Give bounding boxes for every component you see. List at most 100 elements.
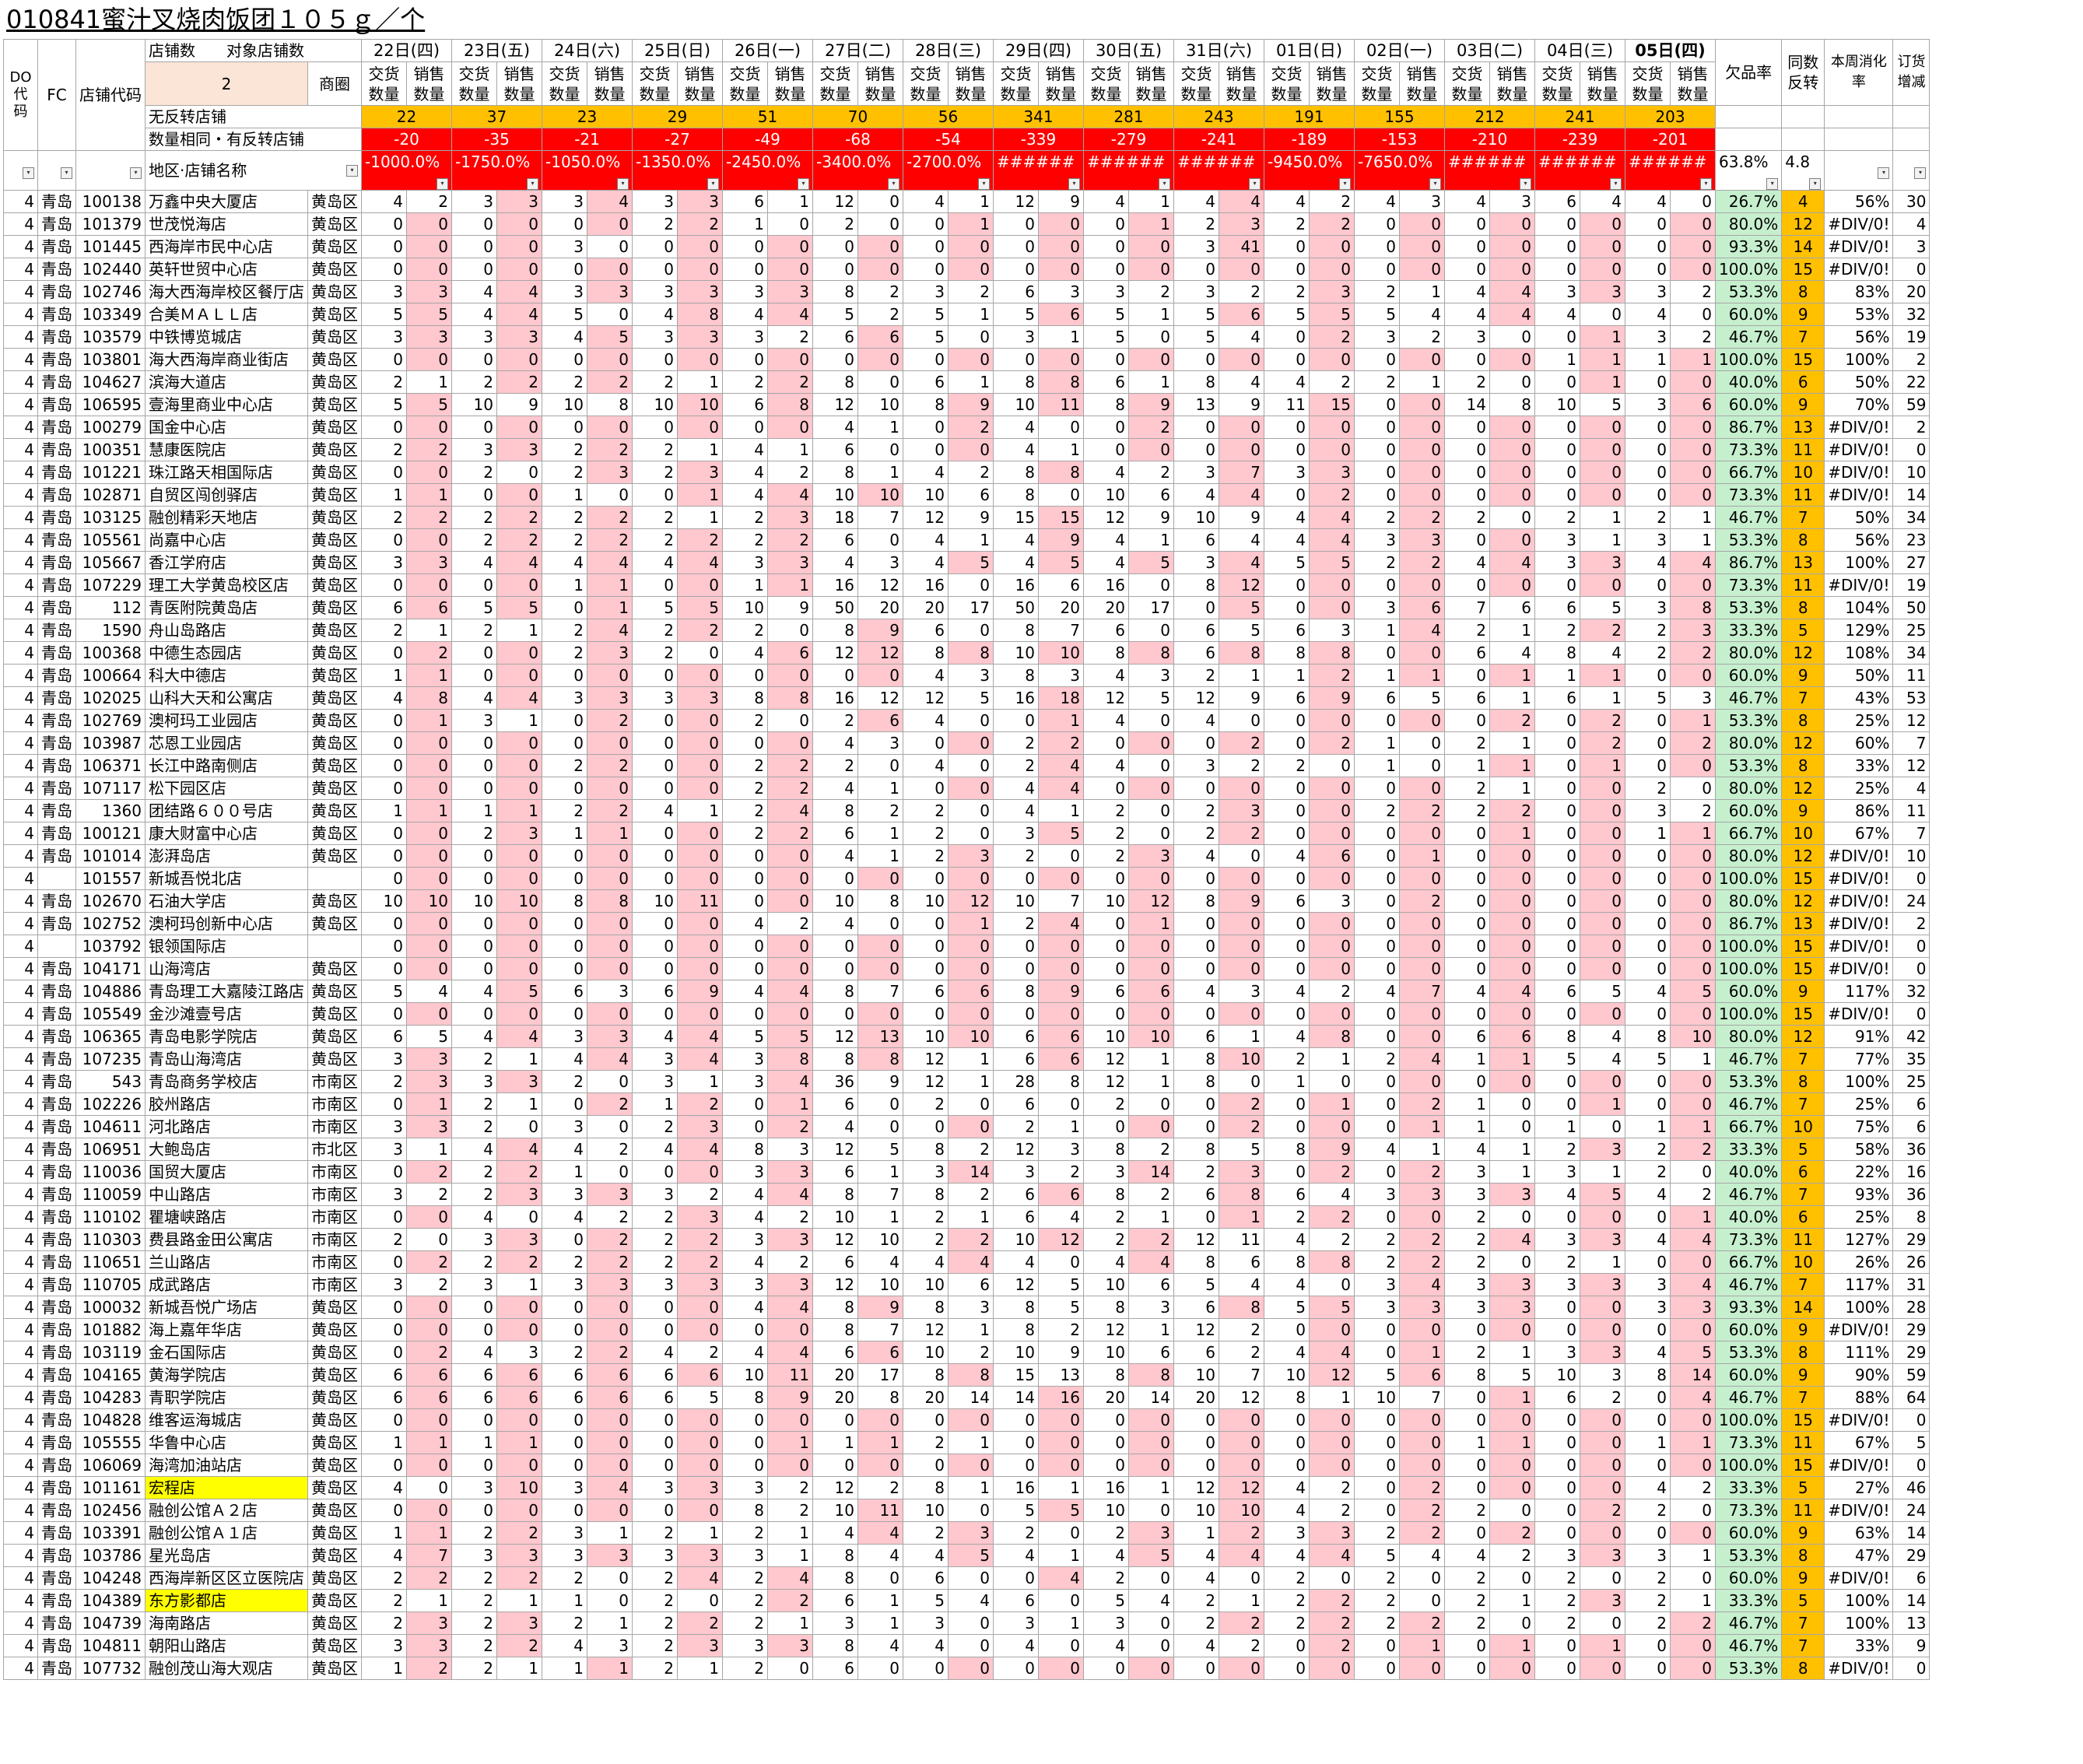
table-row[interactable]: 4 青岛 103391 融创公馆Ａ１店 黄岛区 1 1 2 2 3 1 2 1 2 1 4 4 2 3 2 0 2 3 1 2 3… (3, 1521, 1930, 1545)
deliver-qty-cell[interactable]: 3 (993, 822, 1039, 845)
sales-qty-cell[interactable]: 14 (1128, 1160, 1174, 1184)
sales-qty-cell[interactable]: 8 (1219, 1296, 1264, 1319)
deliver-qty-cell[interactable]: 4 (1173, 709, 1219, 732)
deliver-qty-cell[interactable]: 1 (1534, 348, 1580, 371)
sales-qty-cell[interactable]: 0 (1580, 1115, 1625, 1138)
store-name-cell[interactable]: 大鲍岛店 (145, 1138, 308, 1161)
sales-qty-cell[interactable]: 2 (406, 1160, 452, 1184)
deliver-qty-cell[interactable]: 2 (1444, 619, 1490, 642)
sales-qty-cell[interactable]: 0 (1038, 1634, 1084, 1657)
deliver-qty-cell[interactable]: 0 (1354, 1657, 1400, 1680)
district-cell[interactable]: 黄岛区 (307, 393, 362, 416)
deliver-qty-cell[interactable]: 0 (1354, 844, 1400, 868)
sales-qty-cell[interactable]: 0 (587, 1566, 633, 1590)
deliver-qty-cell[interactable]: 12 (812, 1273, 858, 1296)
deliver-qty-cell[interactable]: 12 (812, 190, 858, 213)
sales-qty-cell[interactable]: 4 (1670, 551, 1716, 574)
shortage-rate-cell[interactable]: 80.0% (1714, 212, 1783, 236)
sales-qty-cell[interactable]: 3 (1309, 280, 1355, 303)
deliver-qty-cell[interactable]: 0 (993, 867, 1039, 890)
deliver-qty-cell[interactable]: 2 (722, 822, 768, 845)
sales-qty-cell[interactable]: 0 (1309, 935, 1355, 958)
deliver-qty-cell[interactable]: 0 (1625, 844, 1671, 868)
sales-qty-cell[interactable]: 0 (677, 957, 723, 980)
district-cell[interactable]: 市南区 (307, 1273, 362, 1296)
week-consume-cell[interactable]: #DIV/0! (1824, 1454, 1894, 1477)
sales-qty-cell[interactable]: 0 (1038, 1521, 1084, 1545)
store-code-cell[interactable]: 106595 (75, 393, 146, 416)
sales-qty-cell[interactable]: 9 (677, 980, 723, 1003)
deliver-qty-cell[interactable]: 10 (812, 1205, 858, 1229)
deliver-qty-cell[interactable]: 10 (1173, 1363, 1219, 1387)
do-code-cell[interactable]: 4 (3, 1047, 38, 1071)
store-code-cell[interactable]: 107235 (75, 1047, 146, 1071)
sales-qty-cell[interactable]: 10 (948, 1025, 994, 1048)
deliver-qty-cell[interactable]: 8 (903, 1183, 949, 1206)
sales-qty-cell[interactable]: 9 (1038, 980, 1084, 1003)
sales-qty-cell[interactable]: 10 (406, 889, 452, 913)
deliver-qty-cell[interactable]: 8 (993, 1296, 1039, 1319)
deliver-qty-cell[interactable]: 3 (903, 280, 949, 303)
order-increase-cell[interactable]: 25 (1892, 1070, 1930, 1093)
district-cell[interactable]: 黄岛区 (307, 777, 362, 800)
sales-qty-cell[interactable]: 2 (857, 799, 903, 822)
store-code-cell[interactable]: 102440 (75, 258, 146, 281)
deliver-qty-cell[interactable]: 20 (1173, 1386, 1219, 1409)
sales-qty-cell[interactable]: 5 (948, 551, 994, 574)
fc-cell[interactable]: 青岛 (37, 1250, 76, 1274)
sales-qty-cell[interactable]: 0 (496, 935, 542, 958)
deliver-qty-cell[interactable]: 2 (1444, 799, 1490, 822)
sales-qty-cell[interactable]: 4 (1489, 303, 1535, 326)
sales-qty-cell[interactable]: 0 (1580, 889, 1625, 913)
deliver-qty-cell[interactable]: 2 (632, 1250, 678, 1274)
deliver-qty-cell[interactable]: 4 (1173, 190, 1219, 213)
store-name-cell[interactable]: 海大西海岸校区餐厅店 (145, 280, 308, 303)
sales-qty-cell[interactable]: 2 (1309, 980, 1355, 1003)
deliver-qty-cell[interactable]: 3 (993, 1611, 1039, 1635)
store-code-cell[interactable]: 110651 (75, 1250, 146, 1274)
week-consume-cell[interactable]: #DIV/0! (1824, 461, 1894, 484)
deliver-qty-cell[interactable]: 12 (903, 686, 949, 710)
deliver-qty-cell[interactable]: 2 (722, 709, 768, 732)
sales-qty-cell[interactable]: 3 (1219, 212, 1264, 236)
sales-qty-cell[interactable]: 1 (587, 1657, 633, 1680)
deliver-qty-cell[interactable]: 2 (1444, 1611, 1490, 1635)
deliver-qty-cell[interactable]: 2 (632, 1115, 678, 1138)
store-name-cell[interactable]: 华鲁中心店 (145, 1431, 308, 1454)
week-consume-cell[interactable]: 63% (1824, 1521, 1894, 1545)
sales-qty-cell[interactable]: 3 (677, 190, 723, 213)
sales-qty-cell[interactable]: 2 (406, 506, 452, 529)
table-row[interactable]: 4 青岛 1590 舟山岛路店 黄岛区 2 1 2 1 2 4 2 2 2 0 8 9 6 0 8 7 6 0 6 5 6 3 1 4 2… (3, 619, 1930, 642)
table-row[interactable]: 4 青岛 106365 青岛电影学院店 黄岛区 6 5 4 4 3 3 4 4 5 5 12 13 10 10 6 6 1… (3, 1025, 1930, 1048)
deliver-qty-cell[interactable]: 6 (1534, 1386, 1580, 1409)
sales-qty-cell[interactable]: 5 (1670, 1341, 1716, 1364)
table-row[interactable]: 4 青岛 104739 海南路店 黄岛区 2 3 2 3 2 1 2 2 2 1 3 1 3 0 3 1 3 0 2 2 2 2 2 2… (3, 1611, 1930, 1635)
deliver-qty-cell[interactable]: 8 (812, 1183, 858, 1206)
deliver-qty-cell[interactable]: 2 (993, 844, 1039, 868)
deliver-qty-cell[interactable]: 0 (1534, 416, 1580, 439)
table-row[interactable]: 4 青岛 103579 中铁博览城店 黄岛区 3 3 3 3 4 5 3 3 3 2 6 6 5 0 3 1 5 0 5 4 0 2… (3, 325, 1930, 349)
filter-dropdown-icon[interactable]: ▾ (1249, 178, 1261, 190)
deliver-qty-cell[interactable]: 0 (1625, 912, 1671, 935)
sales-qty-cell[interactable]: 2 (1219, 754, 1264, 777)
shortage-rate-cell[interactable]: 53.3% (1714, 528, 1783, 552)
sales-qty-cell[interactable]: 1 (857, 461, 903, 484)
district-cell[interactable]: 黄岛区 (307, 325, 362, 349)
sales-qty-cell[interactable]: 1 (1580, 686, 1625, 710)
deliver-qty-cell[interactable]: 50 (993, 596, 1039, 619)
deliver-qty-cell[interactable]: 4 (722, 980, 768, 1003)
order-increase-cell[interactable]: 35 (1892, 1047, 1930, 1071)
sales-qty-cell[interactable]: 4 (948, 1250, 994, 1274)
sales-qty-cell[interactable]: 3 (677, 1273, 723, 1296)
deliver-qty-cell[interactable]: 0 (1264, 957, 1310, 980)
deliver-qty-cell[interactable]: 3 (542, 1476, 587, 1499)
deliver-qty-cell[interactable]: 0 (1173, 867, 1219, 890)
sales-qty-cell[interactable]: 1 (677, 1070, 723, 1093)
sales-qty-cell[interactable]: 4 (587, 1476, 633, 1499)
store-code-cell[interactable]: 104886 (75, 980, 146, 1003)
sales-qty-cell[interactable]: 5 (677, 1386, 723, 1409)
sales-qty-cell[interactable]: 0 (496, 844, 542, 868)
sales-qty-cell[interactable]: 3 (677, 461, 723, 484)
shortage-rate-cell[interactable]: 53.3% (1714, 709, 1783, 732)
deliver-qty-cell[interactable]: 0 (812, 664, 858, 687)
